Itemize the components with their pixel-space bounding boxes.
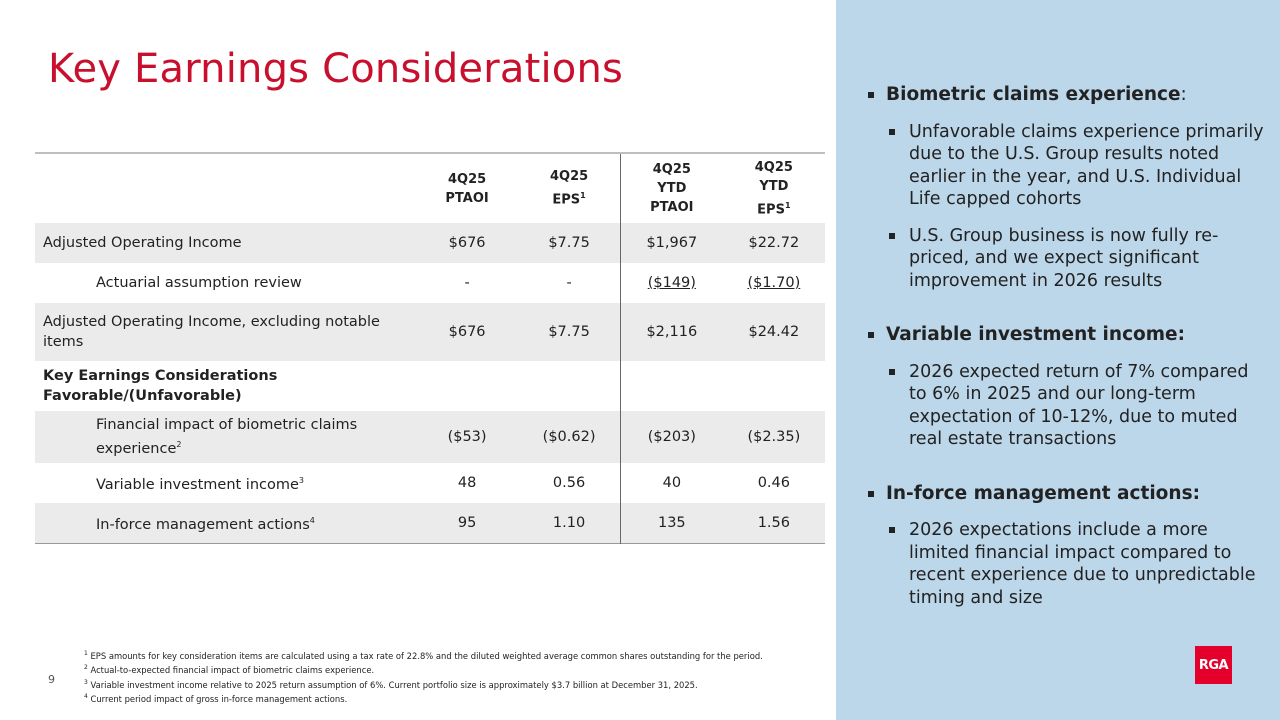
cell-value: $676 — [448, 324, 486, 340]
row-label: Actuarial assumption review — [96, 275, 302, 291]
cell-value: $676 — [448, 235, 486, 251]
cell-value: $1,967 — [619, 223, 723, 263]
cell-value: 95 — [457, 514, 477, 531]
row-label: Adjusted Operating Income — [43, 235, 242, 251]
table-row: Variable investment income3 48 0.56 40 0.46 — [35, 463, 825, 503]
table-row: Adjusted Operating Income, excluding not… — [35, 303, 825, 361]
section-heading: Biometric claims experience: — [866, 84, 1266, 107]
cell-value — [416, 361, 518, 411]
commentary: Biometric claims experience: Unfavorable … — [866, 84, 1266, 641]
footnotes: 1 EPS amounts for key consideration item… — [84, 648, 804, 705]
section-heading: In-force management actions: — [866, 483, 1266, 506]
table-row: Financial impact of biometric claims exp… — [35, 411, 825, 463]
footnote: 3 Variable investment income relative to… — [84, 678, 698, 690]
sub-bullet: 2026 expectations include a more limited… — [866, 519, 1266, 609]
earnings-table: 4Q25 PTAOI 4Q25 EPS1 4Q25 YTD PTAOI 4Q25 YTD E… — [35, 152, 825, 544]
cell-value: 1.10 — [552, 514, 586, 531]
cell-value: ($53) — [447, 429, 487, 445]
cell-value: 48 — [457, 475, 477, 491]
rga-logo: RGA — [1195, 646, 1232, 684]
sub-bullet: 2026 expected return of 7% compared to 6… — [866, 361, 1266, 451]
right-panel — [836, 0, 1280, 720]
row-label: Variable investment income3 — [96, 476, 305, 493]
table-row: Adjusted Operating Income $676 $7.75 $1,967… — [35, 223, 825, 263]
col-header: 4Q25 PTAOI — [445, 171, 489, 206]
cell-value: - — [566, 275, 572, 291]
table-row: In-force management actions4 95 1.10 135 1.5… — [35, 503, 825, 543]
cell-value: ($203) — [619, 411, 723, 463]
cell-value: 135 — [619, 503, 723, 543]
col-header: 4Q25 EPS1 — [549, 169, 589, 208]
table-header-row: 4Q25 PTAOI 4Q25 EPS1 4Q25 YTD PTAOI 4Q25 YTD E… — [35, 153, 825, 223]
cell-value: ($2.35) — [747, 429, 801, 445]
cell-value — [518, 361, 620, 411]
cell-value — [723, 361, 825, 411]
cell-value — [619, 361, 723, 411]
page-number: 9 — [48, 673, 55, 686]
cell-value: $24.42 — [748, 324, 800, 340]
row-label: In-force management actions4 — [96, 515, 315, 533]
cell-value: $7.75 — [548, 324, 590, 340]
footnote: 1 EPS amounts for key consideration item… — [84, 650, 763, 661]
table-row: Key Earnings Considerations Favorable/(U… — [35, 361, 825, 411]
cell-value: $7.75 — [548, 235, 590, 251]
col-header: 4Q25 YTD PTAOI — [619, 153, 723, 223]
cell-value: ($149) — [619, 263, 723, 303]
commentary-section: Biometric claims experience: Unfavorable … — [866, 84, 1266, 292]
cell-value: 0.46 — [757, 475, 790, 491]
cell-value: ($1.70) — [747, 275, 801, 291]
commentary-section: Variable investment income: 2026 expected… — [866, 324, 1266, 451]
row-label: Key Earnings Considerations Favorable/(U… — [43, 368, 278, 404]
row-label: Financial impact of biometric claims exp… — [96, 417, 358, 457]
cell-value: ($0.62) — [542, 429, 596, 445]
cell-value: $22.72 — [748, 235, 800, 251]
cell-value: $2,116 — [619, 303, 723, 361]
section-heading: Variable investment income: — [866, 324, 1266, 347]
footnote: 4 Current period impact of gross in-forc… — [84, 692, 348, 704]
cell-value: 1.56 — [757, 514, 790, 531]
cell-value: 40 — [619, 463, 723, 503]
cell-value: 0.56 — [552, 475, 586, 491]
footnote: 2 Actual-to-expected financial impact of… — [84, 664, 375, 676]
sub-bullet: U.S. Group business is now fully re-pric… — [866, 225, 1266, 293]
sub-bullet: Unfavorable claims experience primarily … — [866, 121, 1266, 211]
commentary-section: In-force management actions: 2026 expecta… — [866, 483, 1266, 610]
page-title: Key Earnings Considerations — [48, 46, 624, 92]
cell-value: - — [464, 275, 470, 291]
table-row: Actuarial assumption review - - ($149) ($1.7… — [35, 263, 825, 303]
row-label: Adjusted Operating Income, excluding not… — [43, 314, 380, 350]
col-header: 4Q25 YTD EPS1 — [754, 159, 793, 218]
